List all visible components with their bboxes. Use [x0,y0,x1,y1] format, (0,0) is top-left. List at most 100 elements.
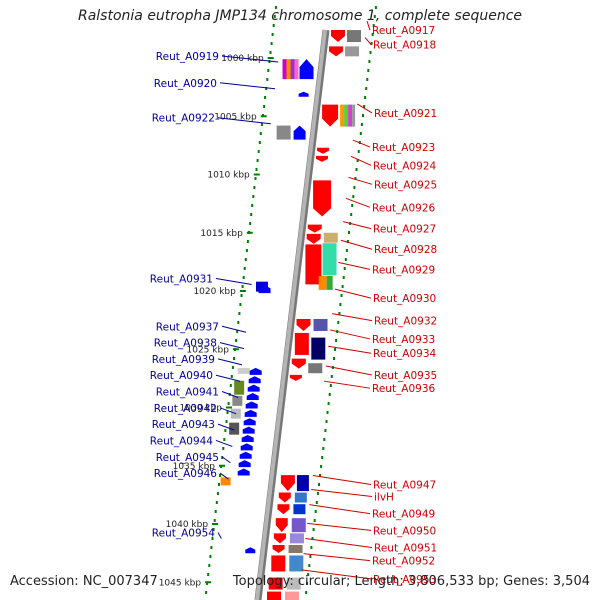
ruler-dot [215,501,218,504]
reverse-gene-arrow [258,285,271,294]
gene-label-reverse: Reut_A0938 [154,338,217,350]
ruler-dot [362,114,364,117]
ruler-ticks: 1000 kbp 1005 kbp 1010 kbp 1015 kbp 1020 kbp… [159,54,274,588]
ruler-dot [342,276,345,279]
ruler-dot [364,96,367,99]
leader-line [301,569,372,580]
reverse-gene-arrow [240,443,253,451]
ruler-dot [267,69,270,72]
protein-domain [294,492,307,503]
forward-gene-arrow [280,475,295,492]
tick-mark [260,115,267,118]
tick-mark [225,406,232,409]
protein-domain [344,104,349,127]
ruler-dot [263,105,266,108]
gene-label-forward: Reut_A0925 [374,179,437,191]
tick-label: 1035 kbp [173,462,216,472]
gene-label-forward: Reut_A0950 [373,525,436,537]
ruler-dot [322,447,325,450]
gene-label-forward: Reut_A0926 [372,202,436,214]
gene-label-reverse: Reut_A0942 [154,403,217,415]
ruler-dot [252,195,255,198]
ruler-dot [353,186,356,189]
gene-label-forward: Reut_A0918 [373,40,436,52]
protein-domain [340,104,345,127]
ruler-dot [319,474,321,477]
reverse-gene-arrow [249,367,262,375]
gene-label-reverse: Reut_A0943 [152,419,215,431]
leader-line [311,489,373,498]
gene-label-forward: Reut_A0923 [372,142,435,154]
ruler-dot [258,141,261,144]
gene-label-forward: Reut_A0952 [372,556,435,568]
tick-label: 1025 kbp [187,345,230,355]
ruler-dot [219,474,221,477]
ruler-dot [371,33,374,36]
ruler-dot [274,6,277,9]
gene-label-reverse: Reut_A0940 [150,370,213,382]
ruler-dot [329,384,332,387]
ruler-dot [321,456,324,459]
gene-label-reverse: Reut_A0941 [156,387,219,399]
gene-label-forward: Reut_A0930 [373,293,436,305]
leader-line [303,553,371,562]
gene-labels: Reut_A0917 Reut_A0918 Reut_A0921 Reut_A0923… [150,25,437,586]
ruler-dot [335,339,338,342]
leader-line [219,342,245,350]
ruler-dot [224,429,227,432]
gene-label-forward: Reut_A0934 [373,348,437,360]
ruler-dot [266,78,269,81]
tick-mark [267,57,274,59]
ruler-dot [368,60,371,63]
leader-line [217,358,243,366]
leader-line [340,239,373,250]
ruler-dot [324,429,327,432]
gene-label-forward: Reut_A0949 [372,509,435,521]
gene-label-reverse: Reut_A0919 [156,51,219,63]
protein-domain [352,104,356,127]
protein-domain [313,318,328,331]
reverse-gene-arrow [298,91,309,97]
forward-gene-arrow [272,544,285,553]
gene-label-reverse: Reut_A0945 [156,452,219,464]
leader-line [219,472,229,480]
leader-line [334,288,372,299]
protein-domain [294,59,299,80]
ruler-dot [344,258,347,261]
ruler-dot [334,348,337,351]
ruler-dot [318,483,320,486]
ruler-dot [270,42,273,45]
protein-domain [326,275,333,290]
ruler-dot [369,51,372,54]
ruler-dot [327,402,330,405]
gene-label-forward: Reut_A0936 [372,383,436,395]
ruler-dot [249,222,252,225]
forward-gene-block [268,577,283,590]
protein-domain [220,477,231,486]
ruler-dot [311,537,314,540]
gene-features [220,30,361,600]
protein-domain [276,125,291,140]
protein-domain [289,555,304,572]
ruler-dot [209,555,212,558]
leader-line [215,374,241,382]
ruler-dot [372,24,375,27]
ruler-dot [273,15,276,18]
ruler-dot [205,591,208,594]
gene-label-forward: Reut_A0932 [374,316,437,328]
leader-line [215,278,252,286]
gene-label-forward: Reut_A0924 [373,160,437,172]
reverse-gene-arrow [243,418,256,426]
protein-domain [285,591,300,600]
gene-label-forward: Reut_A0947 [373,480,436,492]
summary-text: Topology: circular; Length: 3,806,533 bp… [232,574,590,589]
tick-label: 1020 kbp [193,287,236,297]
leader-line [217,423,235,431]
gene-label-forward: Reut_A0928 [374,244,437,256]
gene-label-reverse: Reut_A0939 [152,354,215,366]
ruler-dot [316,492,319,495]
forward-gene-arrow [296,318,311,331]
ruler-dot [255,168,258,171]
ruler-dot [306,582,309,585]
